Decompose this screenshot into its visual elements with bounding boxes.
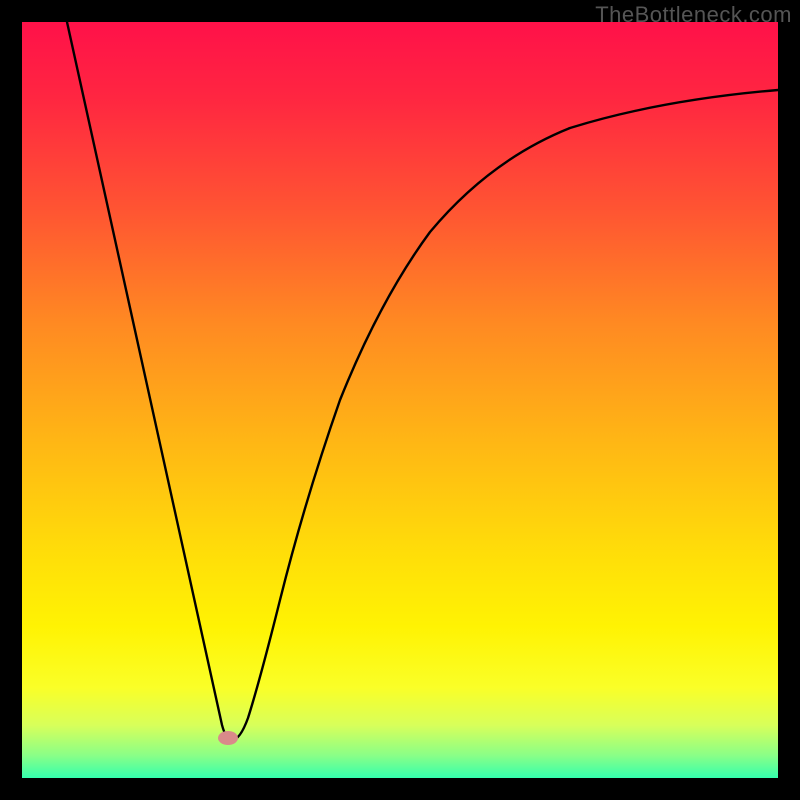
gradient-background <box>22 22 778 778</box>
chart-border <box>0 0 22 800</box>
chart-border <box>778 0 800 800</box>
chart-border <box>0 778 800 800</box>
optimum-marker <box>218 731 238 745</box>
bottleneck-chart <box>0 0 800 800</box>
chart-container: TheBottleneck.com <box>0 0 800 800</box>
watermark-text: TheBottleneck.com <box>595 2 792 28</box>
